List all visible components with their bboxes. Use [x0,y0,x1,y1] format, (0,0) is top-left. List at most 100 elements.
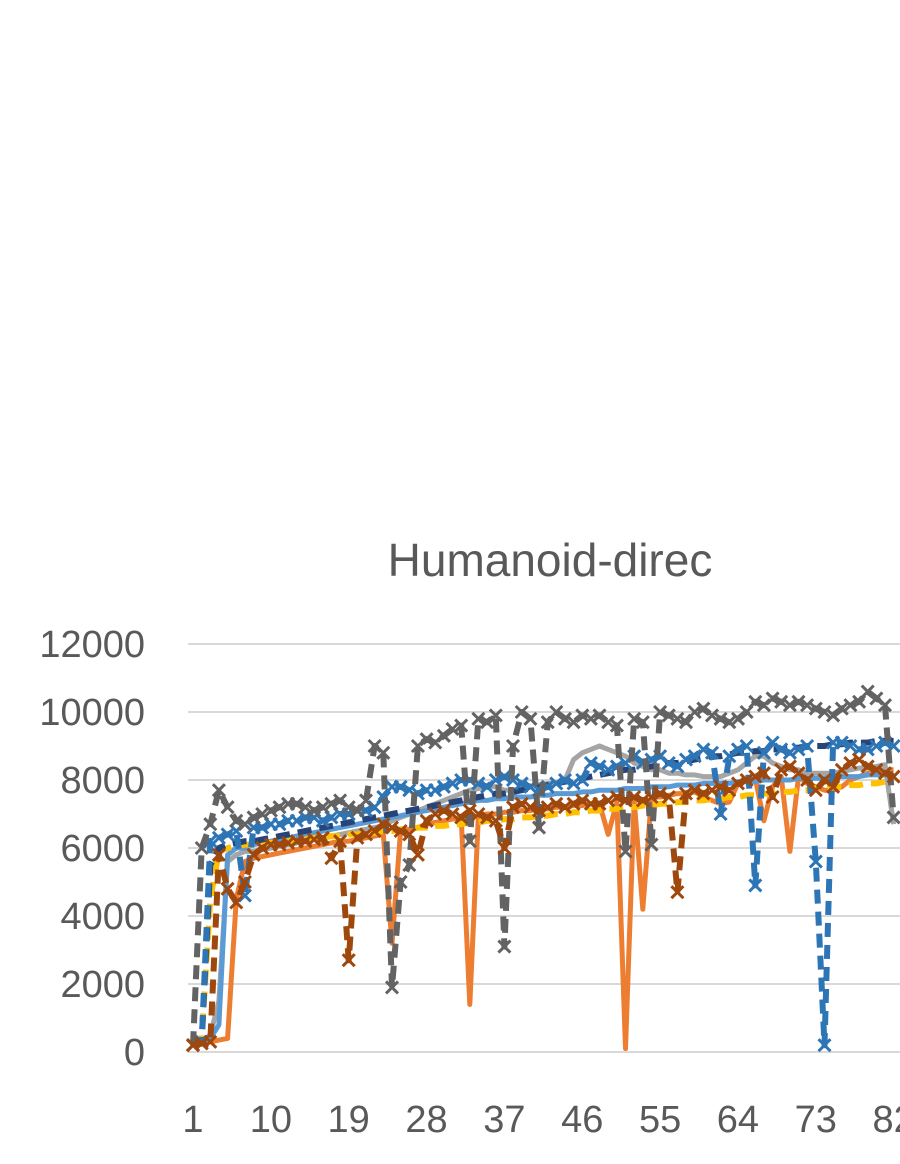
data-point-marker [782,698,797,713]
data-point-marker [722,715,737,730]
data-point-marker [748,694,763,709]
data-point-marker [471,806,486,822]
data-point-marker [514,796,529,811]
y-tick-label: 2000 [60,964,145,1006]
data-point-marker [211,847,226,862]
data-point-marker [774,762,789,777]
data-point-marker [497,939,512,954]
data-point-marker [393,823,408,839]
data-point-marker [194,840,209,856]
x-tick-label: 55 [639,1099,681,1141]
data-point-marker [670,711,685,726]
data-point-marker [808,701,823,716]
data-point-marker [289,796,304,811]
data-point-marker [791,742,806,757]
data-point-marker [333,834,348,849]
data-point-marker [549,796,564,811]
x-tick-label: 82 [873,1099,900,1141]
data-point-marker [203,1034,218,1049]
data-point-marker [523,711,538,726]
data-point-marker [687,704,702,720]
data-point-marker [834,735,849,750]
x-tick-label: 37 [483,1099,525,1141]
data-point-marker [644,789,659,805]
data-point-marker [748,878,763,893]
data-point-marker [756,766,771,781]
data-point-marker [263,803,278,818]
data-point-marker [808,854,823,869]
data-point-marker [800,698,815,713]
data-point-marker [834,701,849,716]
data-point-marker [376,745,391,760]
data-point-marker [653,786,668,801]
x-tick-label: 46 [561,1099,603,1141]
data-point-marker [376,817,391,832]
data-point-marker [229,895,244,910]
data-point-marker [462,803,477,818]
data-point-marker [627,711,642,726]
x-tick-label: 10 [250,1099,292,1141]
data-point-marker [289,813,304,828]
data-point-marker [315,830,330,845]
data-point-marker [765,691,780,706]
data-point-marker [350,830,365,845]
data-point-marker [791,694,806,709]
data-point-marker [618,793,633,808]
data-point-marker [843,698,858,713]
data-point-marker [730,776,746,791]
y-tick-label: 0 [124,1032,145,1074]
data-point-marker [609,718,624,733]
data-point-marker [601,715,616,730]
data-point-marker [488,708,503,723]
data-point-marker [687,783,702,798]
data-point-marker [653,704,668,720]
data-point-marker [661,755,676,771]
data-point-marker [877,698,893,713]
data-point-marker [704,708,720,723]
y-tick-label: 12000 [39,624,145,666]
x-tick-label: 73 [795,1099,837,1141]
data-point-marker [358,827,374,842]
data-point-marker [497,840,512,856]
data-point-marker [748,769,763,784]
data-point-marker [272,800,287,815]
data-point-marker [860,759,875,774]
data-point-marker [661,708,676,723]
plot-area [185,684,900,1053]
data-point-marker [661,789,676,805]
data-point-marker [869,738,884,754]
data-point-marker [324,796,339,811]
x-tick-label: 1 [182,1099,203,1141]
data-point-marker [678,752,694,767]
data-point-marker [505,800,521,815]
x-tick-label: 64 [717,1099,759,1141]
data-point-marker [393,874,408,890]
data-point-marker [713,806,728,822]
data-point-marker [298,800,313,815]
y-tick-label: 4000 [60,896,145,938]
data-point-marker [237,874,252,890]
data-point-marker [601,762,616,777]
data-point-marker [566,796,581,811]
data-point-marker [601,793,616,808]
y-tick-label: 6000 [60,828,145,870]
data-point-marker [255,806,270,822]
data-point-marker [713,711,728,726]
data-point-marker [445,806,460,822]
data-point-marker [505,738,521,754]
data-point-marker [583,755,598,771]
data-point-marker [644,837,659,852]
data-point-marker [341,800,356,815]
data-point-marker [462,834,477,849]
data-point-marker [480,810,495,825]
data-point-marker [384,820,400,835]
y-tick-label: 10000 [39,692,145,734]
data-point-marker [436,779,451,794]
data-point-marker [618,844,633,859]
data-point-marker [211,783,226,798]
data-point-marker [445,776,460,791]
data-point-marker [203,817,218,832]
data-point-marker [523,800,538,815]
data-point-marker [436,803,451,818]
data-point-marker [428,806,443,822]
